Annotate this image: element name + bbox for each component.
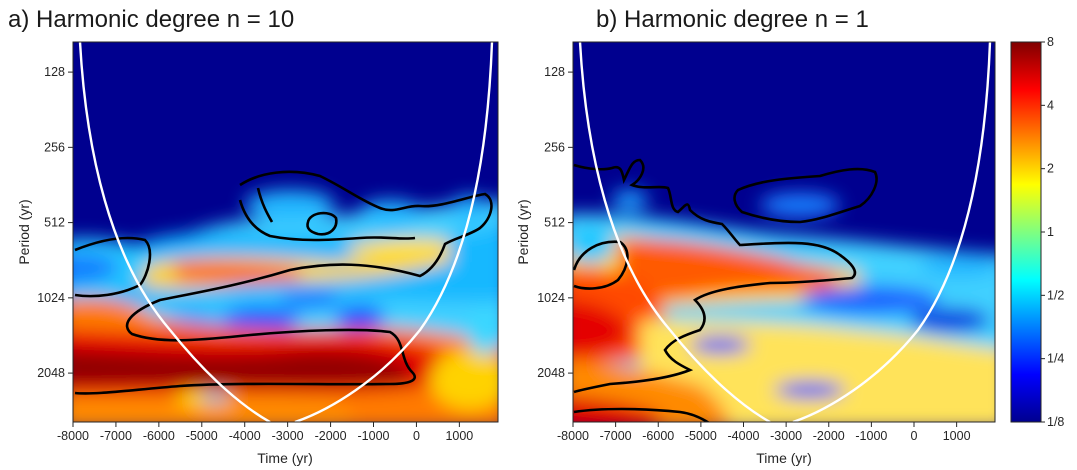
- colorbar-tick-label: 4: [1047, 98, 1054, 112]
- panel-b-xtick-label: -8000: [557, 429, 589, 443]
- panel-a-xtick-label: 1000: [445, 429, 473, 443]
- colorbar-tick-label: 8: [1047, 35, 1054, 49]
- colorbar: 8 4 2 1 1/2 1/4 1/8: [1010, 35, 1064, 429]
- panel-b-cone-of-influence: [578, 42, 992, 422]
- panel-b-ylabel: Period (yr): [515, 199, 531, 264]
- panel-b-ytick-label: 1024: [537, 291, 565, 305]
- panel-b-xtick-label: -6000: [642, 429, 674, 443]
- panel-a-xtick-label: -4000: [229, 429, 261, 443]
- panel-b-ytick-label: 512: [544, 216, 565, 230]
- panel-b-xtick-label: -3000: [770, 429, 802, 443]
- colorbar-gradient: [1010, 41, 1042, 423]
- panel-a-heatmap: [73, 42, 498, 422]
- panel-b-x-ticks: -8000 -7000 -6000 -5000 -4000 -3000 -2000 -1000…: [557, 422, 971, 443]
- colorbar-tick-label: 2: [1047, 162, 1054, 176]
- colorbar-tick-label: 1/8: [1047, 415, 1064, 429]
- panel-a-xtick-label: -3000: [272, 429, 304, 443]
- panel-b-heatmap: [573, 42, 995, 422]
- colorbar-tick-label: 1/4: [1047, 352, 1064, 366]
- panel-a-ytick-label: 1024: [37, 291, 65, 305]
- panel-b-xtick-label: -1000: [855, 429, 887, 443]
- panel-a-title: a) Harmonic degree n = 10: [8, 6, 294, 33]
- panel-b-y-ticks: 128 256 512 1024 2048: [537, 65, 573, 380]
- panel-b-ytick-label: 2048: [537, 366, 565, 380]
- panel-a-x-ticks: -8000 -7000 -6000 -5000 -4000 -3000 -2000 -1000…: [57, 422, 473, 443]
- panel-a-xtick-label: -6000: [143, 429, 175, 443]
- panel-a-ytick-label: 512: [44, 216, 65, 230]
- panel-b-xtick-label: 0: [911, 429, 918, 443]
- panel-a-ytick-label: 128: [44, 65, 65, 79]
- panel-b: b) Harmonic degree n = 1: [515, 6, 996, 466]
- panel-b-xtick-label: -2000: [813, 429, 845, 443]
- panel-b-xtick-label: -4000: [728, 429, 760, 443]
- panel-a-cone-of-influence: [78, 42, 494, 422]
- panel-a-xtick-label: -7000: [100, 429, 132, 443]
- panel-a-ytick-label: 256: [44, 140, 65, 154]
- panel-a-xtick-label: 0: [413, 429, 420, 443]
- panel-a-xtick-label: -8000: [57, 429, 89, 443]
- panel-b-xlabel: Time (yr): [756, 450, 811, 466]
- panel-b-ytick-label: 128: [544, 65, 565, 79]
- panel-a-y-ticks: 128 256 512 1024 2048: [37, 65, 73, 380]
- panel-b-xtick-label: 1000: [943, 429, 971, 443]
- panel-b-title: b) Harmonic degree n = 1: [596, 6, 869, 33]
- panel-a-contours: [74, 170, 493, 395]
- panel-a: a) Harmonic degree n = 10: [8, 6, 499, 466]
- panel-a-ylabel: Period (yr): [16, 199, 32, 264]
- panel-a-ytick-label: 2048: [37, 366, 65, 380]
- panel-b-xtick-label: -7000: [600, 429, 632, 443]
- panel-a-xtick-label: -2000: [315, 429, 347, 443]
- colorbar-tick-label: 1: [1047, 225, 1054, 239]
- panel-a-xtick-label: -1000: [358, 429, 390, 443]
- colorbar-tick-label: 1/2: [1047, 288, 1064, 302]
- panel-a-xtick-label: -5000: [186, 429, 218, 443]
- panel-a-xlabel: Time (yr): [257, 450, 312, 466]
- panel-b-ytick-label: 256: [544, 140, 565, 154]
- panel-b-xtick-label: -5000: [685, 429, 717, 443]
